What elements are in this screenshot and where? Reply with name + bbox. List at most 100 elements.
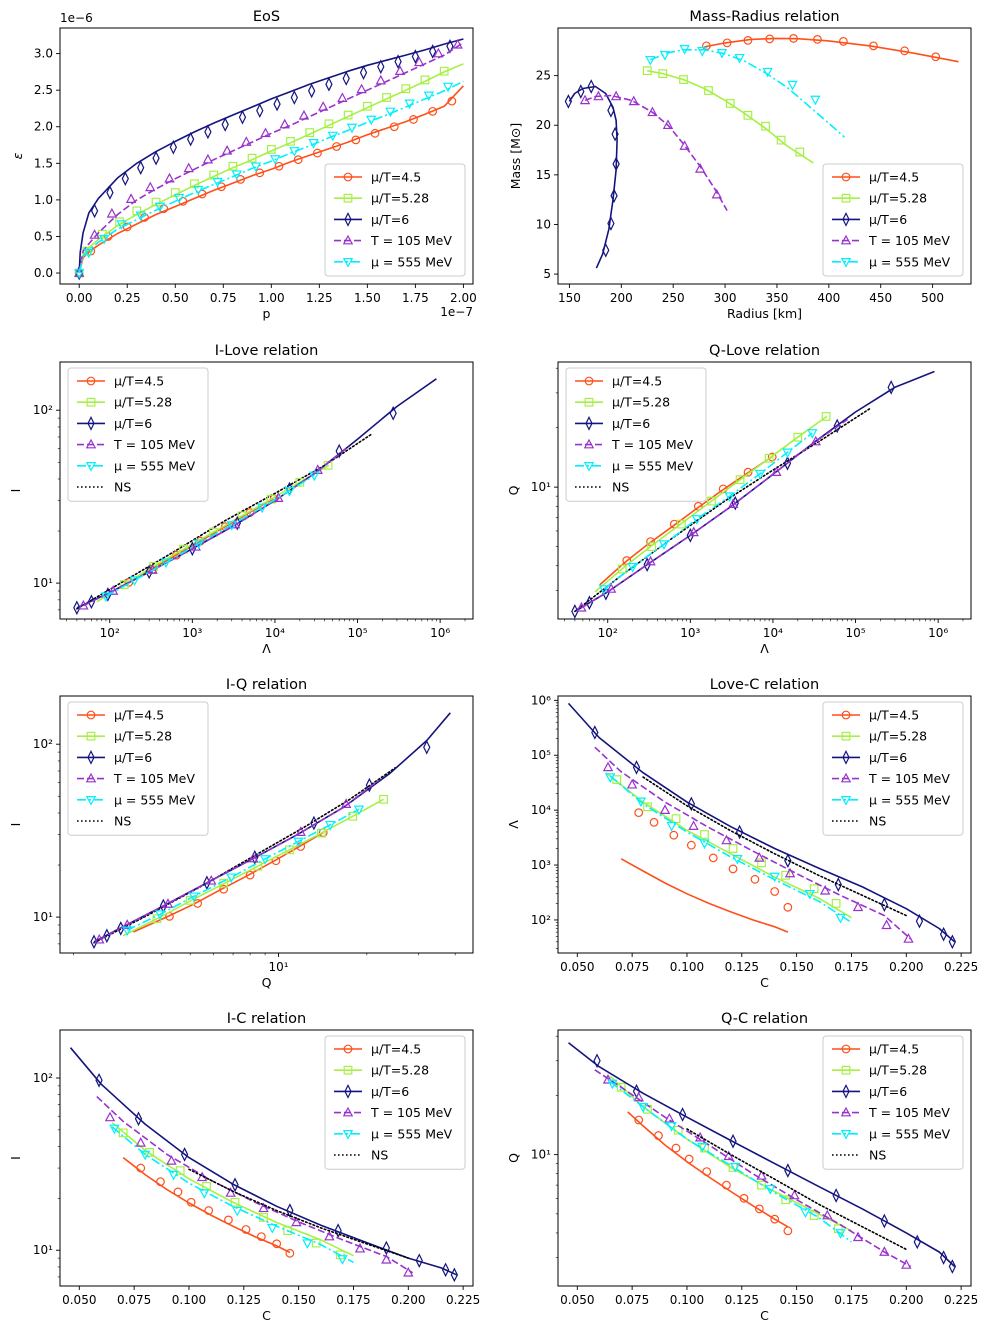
data-point-mu6 [731,495,739,511]
legend-marker-mu6 [842,750,850,765]
data-point-mu6 [735,824,744,840]
legend-label-mu45: μ/T=4.5 [869,170,919,185]
legend-label-ns: NS [371,1148,388,1163]
legend-marker-mu528 [584,397,594,407]
y-tick-label: 10¹ [33,576,53,590]
legend-label-mu528: μ/T=5.28 [371,1063,429,1078]
data-point-mu45 [274,161,284,171]
legend-box [324,1035,466,1170]
data-point-mu45 [708,853,718,863]
y-tick-label: 10 [536,217,551,231]
data-point-mu6 [145,564,153,580]
data-point-mu528 [781,1195,791,1205]
data-point-mu45 [686,840,696,850]
data-point-mu528 [247,153,257,163]
data-point-mu555 [284,486,295,497]
x-tick-label: 10⁶ [928,626,948,640]
data-point-mu528 [761,121,770,131]
panel-lovec: Love-C relation C Λ 0.050 0.075 0.100 0.125 0.1… [506,677,978,990]
data-point-mu528 [118,1128,128,1138]
data-point-mu528 [776,135,786,145]
data-point-mu6 [121,171,129,187]
data-point-mu6 [389,405,397,421]
data-point-mu555 [116,220,127,230]
legend-label-mu555: μ = 555 MeV [869,1126,951,1141]
data-point-t105 [628,95,639,106]
series-line-mu6 [567,702,956,943]
legend-marker-t105 [342,1106,354,1117]
plot-area [69,1047,459,1283]
data-point-mu555 [699,839,710,850]
data-point-mu6 [286,1203,294,1218]
axes-frame [557,361,972,620]
data-point-t105 [645,555,656,566]
data-point-mu555 [754,469,766,480]
y-tick-label: 2.5 [34,83,53,97]
x-tick-label: 0.200 [889,960,923,974]
data-point-mu555 [160,558,172,569]
data-point-mu45 [722,38,732,48]
data-point-mu555 [100,592,112,603]
data-point-t105 [659,804,671,814]
data-point-mu6 [602,242,610,258]
data-point-mu6 [137,160,145,176]
x-tick-label: 10² [100,626,120,640]
legend-label-ns: NS [869,814,886,829]
data-point-t105 [291,1216,302,1227]
legend: μ/T=4.5 μ/T=5.28 μ/T=6 T = 105 MeV μ = 555 M… [565,367,707,502]
x-tick-label: 10⁴ [763,626,783,640]
data-point-mu45 [671,1143,681,1153]
plot-area [567,702,957,950]
data-point-mu555 [666,1122,677,1132]
data-point-t105 [356,83,367,94]
x-tick-label: 0.225 [944,1293,978,1307]
data-point-mu6 [887,380,895,395]
legend-marker-mu528 [841,1065,851,1075]
data-point-t105 [819,884,831,895]
data-point-mu45 [646,537,655,546]
y-tick-label: 0.0 [34,266,53,280]
legend: μ/T=4.5 μ/T=5.28 μ/T=6 T = 105 MeV μ = 555 M… [822,163,964,277]
data-point-mu45 [649,817,659,827]
data-point-mu555 [787,80,798,91]
legend-marker-t105 [85,438,97,449]
data-point-mu555 [659,50,671,61]
x-tick-label: 10⁵ [347,626,367,640]
panel-eos: EoS p ε 0.00 0.25 0.50 0.75 1.00 1.25 1.50 1.75 2.0… [10,9,477,321]
y-tick-label: 10⁵ [531,748,551,762]
data-point-mu555 [807,429,818,439]
legend-marker-mu528 [841,731,851,741]
x-tick-label: 0.200 [391,1293,425,1307]
legend: μ/T=4.5 μ/T=5.28 μ/T=6 T = 105 MeV μ = 555 M… [822,701,964,836]
data-point-mu555 [607,1079,618,1090]
data-point-mu6 [833,418,841,434]
legend-label-mu6: μ/T=6 [114,416,152,431]
axes-frame [557,695,972,954]
data-point-mu555 [98,234,110,245]
data-point-mu528 [439,66,449,76]
data-point-mu555 [627,563,638,573]
x-tick-label: 0.075 [117,1293,151,1307]
legend-box [822,163,964,277]
data-point-t105 [694,163,706,173]
data-point-mu555 [635,797,647,808]
data-point-mu528 [311,1238,321,1248]
data-point-mu555 [74,269,85,279]
x-tick-label: 300 [714,291,737,305]
data-point-mu45 [634,1115,644,1125]
data-point-mu555 [267,1223,278,1234]
legend-marker-mu6 [842,1084,850,1099]
legend-marker-mu555 [840,258,852,268]
data-point-mu528 [658,69,668,79]
data-point-mu555 [658,540,670,550]
legend-label-t105: T = 105 MeV [113,771,195,786]
x-tick-label: 1.00 [258,291,285,305]
chart-title: EoS [253,9,280,25]
data-point-mu45 [931,52,941,62]
x-tick-label: 0.050 [560,960,594,974]
data-point-mu528 [809,884,819,894]
legend-marker-mu528 [841,193,851,203]
legend-marker-mu555 [840,795,852,806]
data-point-mu6 [307,83,316,99]
data-point-mu528 [735,475,745,485]
